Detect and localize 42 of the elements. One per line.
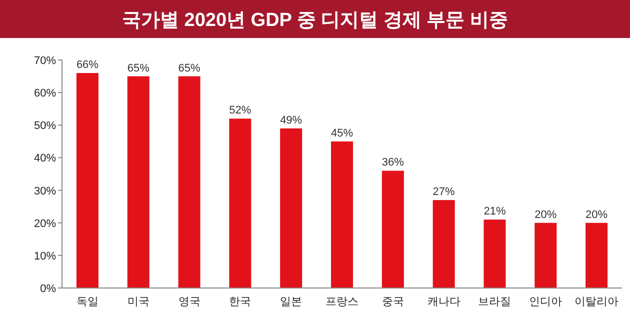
y-tick-label: 10% [34, 250, 56, 262]
bar [586, 222, 608, 288]
x-tick-label: 이탈리아 [574, 296, 619, 308]
bar [382, 170, 404, 288]
x-tick-label: 중국 [382, 296, 404, 308]
data-label: 20% [586, 208, 608, 221]
y-tick-label: 0% [40, 283, 56, 295]
y-tick-label: 50% [34, 120, 56, 132]
bar [127, 76, 150, 288]
x-tick-label: 일본 [280, 296, 302, 308]
y-tick-label: 20% [34, 218, 56, 230]
bar [484, 220, 506, 288]
x-tick-label: 독일 [76, 296, 98, 308]
bar [534, 222, 557, 288]
x-tick-label: 브라질 [478, 296, 512, 308]
y-tick-label: 40% [34, 152, 56, 165]
bar [280, 128, 302, 288]
data-label: 65% [178, 62, 200, 74]
data-label: 36% [382, 156, 404, 169]
data-label: 21% [484, 206, 506, 218]
bar [229, 118, 252, 288]
data-label: 45% [330, 127, 354, 140]
chart-title: 국가별 2020년 GDP 중 디지털 경제 부문 비중 [122, 10, 508, 31]
bar [331, 141, 353, 288]
x-tick-label: 캐나다 [427, 296, 460, 308]
bar [76, 73, 98, 288]
data-label: 52% [229, 104, 252, 117]
y-tick-label: 60% [34, 88, 56, 100]
data-label: 27% [432, 186, 456, 198]
y-tick-label: 30% [34, 185, 56, 198]
data-label: 66% [76, 59, 99, 72]
x-tick-label: 한국 [229, 296, 252, 308]
x-tick-label: 미국 [127, 296, 150, 308]
data-label: 20% [534, 208, 557, 221]
x-tick-label: 영국 [178, 296, 200, 308]
bar [432, 200, 455, 288]
x-tick-label: 프랑스 [326, 296, 358, 308]
data-label: 49% [280, 114, 302, 126]
y-tick-label: 70% [34, 55, 56, 67]
bar [178, 76, 200, 288]
data-label: 65% [127, 62, 150, 74]
x-tick-label: 인디아 [529, 296, 562, 308]
